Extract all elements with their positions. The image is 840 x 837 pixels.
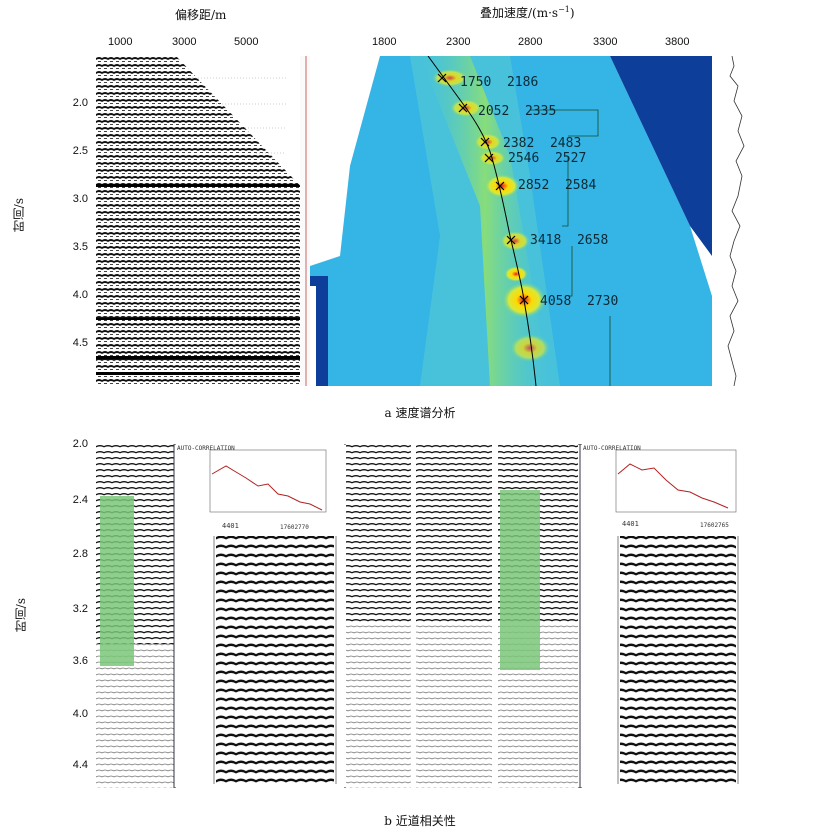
offset-tick-5000: 5000 (234, 36, 259, 48)
pick-label-7-velocity: 2730 (586, 294, 619, 309)
panel2-number: 17602765 (700, 522, 729, 529)
pick-label-2-time: 2052 (478, 104, 510, 119)
cmp-gather-panel (96, 56, 310, 386)
velocity-tick-2800: 2800 (518, 36, 543, 48)
velocity-spectrum-panel (310, 56, 712, 386)
pick-label-1: 1750 2186 (460, 75, 538, 90)
offset-tick-3000: 3000 (172, 36, 197, 48)
pick-label-5: 2852 2584 (518, 178, 596, 193)
pick-markers (437, 73, 529, 305)
velocity-axis-title-close: ) (569, 6, 575, 20)
near-trace-correlation-panel (96, 444, 808, 788)
pick-label-2-velocity: 2335 (524, 104, 557, 119)
pick-label-4-velocity: 2527 (554, 151, 587, 166)
pick-label-7: 4058 2730 (540, 294, 618, 309)
time-tick-a-4.5: 4.5 (72, 337, 88, 349)
time-tick-a-3.5: 3.5 (72, 241, 88, 253)
panel1-id: 4401 (222, 522, 239, 530)
pick-label-1-velocity: 2186 (506, 75, 539, 90)
pick-label-3: 2382 2483 (503, 136, 581, 151)
time-tick-a-3.0: 3.0 (72, 193, 88, 205)
interval-velocity-trace (712, 56, 752, 386)
velocity-tick-3300: 3300 (593, 36, 618, 48)
panel1-title: AUTO-CORRELATION (177, 445, 235, 452)
time-tick-b-2.0: 2.0 (72, 438, 88, 450)
panel1-number: 17602770 (280, 524, 309, 531)
time-tick-a-2.5: 2.5 (72, 145, 88, 157)
time-axis-label-b: 时间/s (14, 598, 28, 633)
panel2-title: AUTO-CORRELATION (583, 445, 641, 452)
time-tick-b-2.4: 2.4 (72, 494, 88, 506)
velocity-tick-3800: 3800 (665, 36, 690, 48)
time-tick-b-3.6: 3.6 (72, 655, 88, 667)
time-tick-b-4.0: 4.0 (72, 708, 88, 720)
time-tick-a-4.0: 4.0 (72, 289, 88, 301)
velocity-tick-2300: 2300 (446, 36, 471, 48)
time-axis-label-a: 时间/s (12, 198, 26, 233)
offset-tick-1000: 1000 (108, 36, 133, 48)
caption-a: a 速度谱分析 (384, 406, 456, 420)
pick-label-2: 2052 2335 (478, 104, 556, 119)
pick-label-5-time: 2852 (518, 178, 550, 193)
time-tick-a-2.0: 2.0 (72, 97, 88, 109)
time-tick-b-2.8: 2.8 (72, 548, 88, 560)
pick-label-3-time: 2382 (503, 136, 535, 151)
pick-label-3-velocity: 2483 (549, 136, 582, 151)
offset-axis-title: 偏移距/m (175, 8, 227, 22)
pick-label-4-time: 2546 (508, 151, 540, 166)
pick-label-5-velocity: 2584 (564, 178, 597, 193)
caption-b: b 近道相关性 (384, 814, 456, 828)
pick-label-1-time: 1750 (460, 75, 492, 90)
velocity-axis-title-text: 叠加速度/(m·s (480, 6, 559, 20)
pick-label-4: 2546 2527 (508, 151, 586, 166)
pick-label-6-time: 3418 (530, 233, 562, 248)
time-tick-b-4.4: 4.4 (72, 759, 88, 771)
pick-label-6-velocity: 2658 (576, 233, 609, 248)
panel2-id: 4401 (622, 520, 639, 528)
time-tick-b-3.2: 3.2 (72, 603, 88, 615)
pick-label-7-time: 4058 (540, 294, 572, 309)
velocity-tick-1800: 1800 (372, 36, 397, 48)
velocity-axis-title: 叠加速度/(m·s−1) (480, 4, 575, 21)
velocity-axis-superscript: −1 (558, 5, 570, 14)
pick-label-6: 3418 2658 (530, 233, 608, 248)
